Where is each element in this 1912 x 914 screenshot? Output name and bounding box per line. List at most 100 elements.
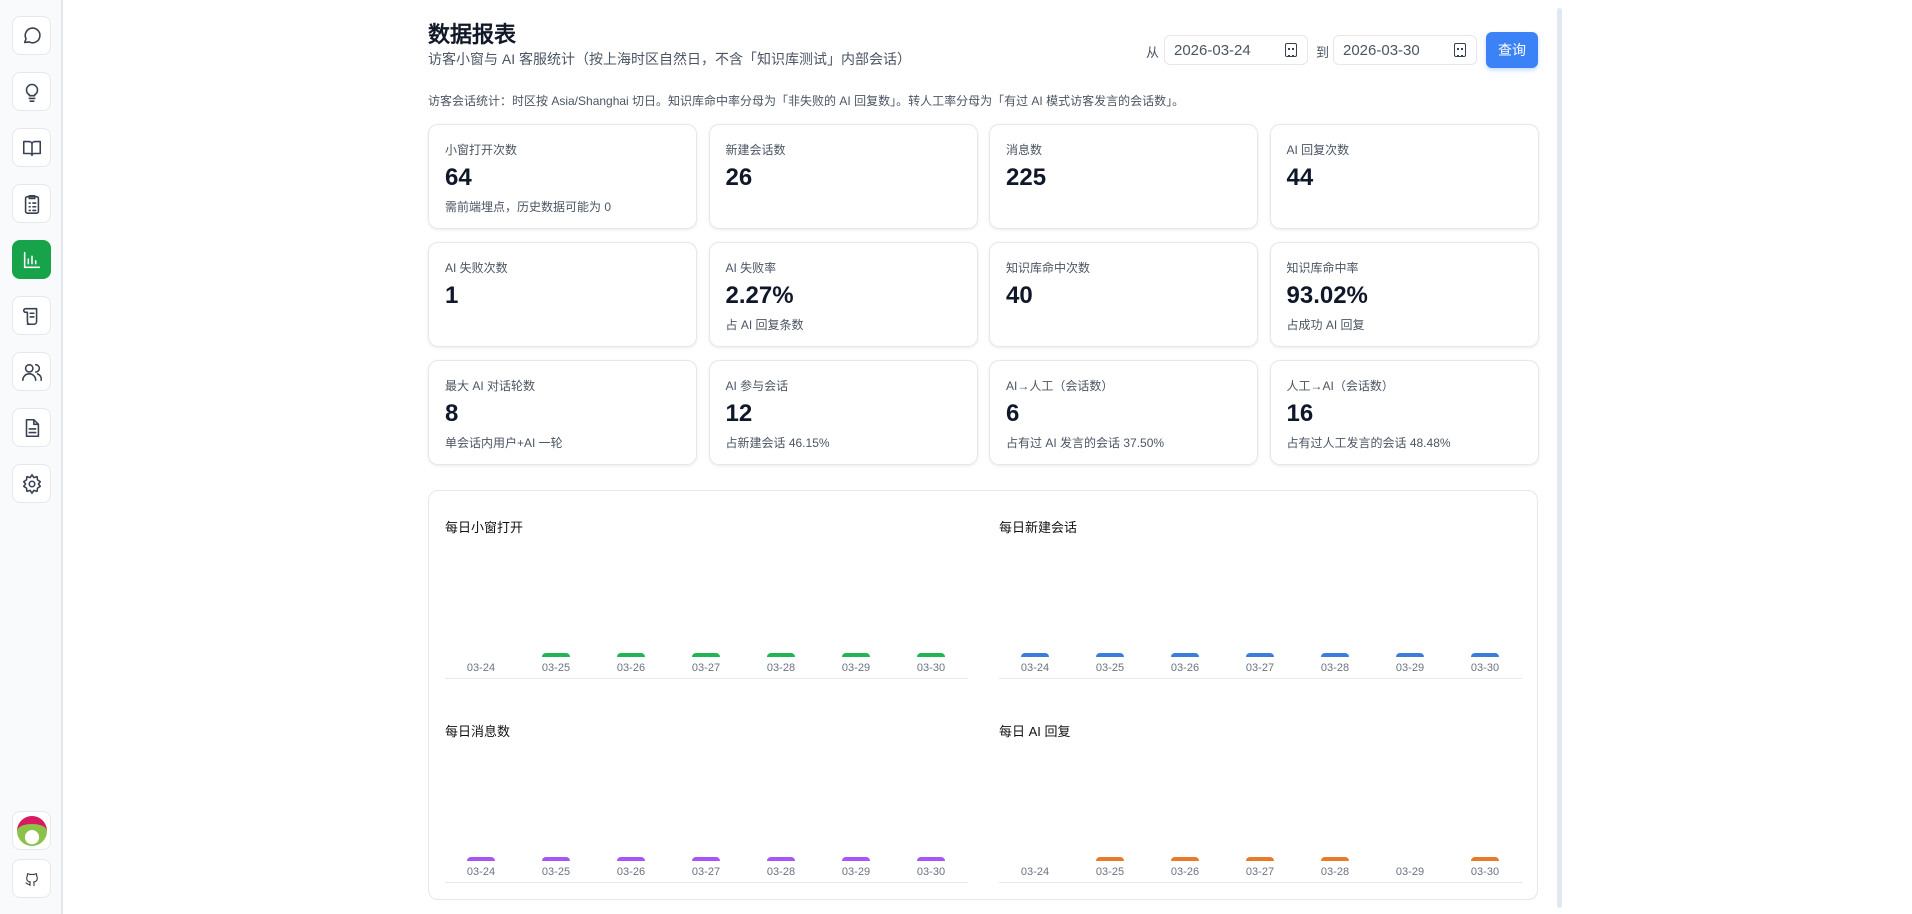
x-tick-label: 03-29 bbox=[1395, 662, 1425, 674]
sidebar-item-chat[interactable] bbox=[12, 16, 51, 55]
chart-bar[interactable] bbox=[917, 653, 945, 657]
query-button[interactable]: 查询 bbox=[1486, 32, 1538, 68]
stat-subtext: 占有过 AI 发言的会话 37.50% bbox=[1006, 436, 1165, 450]
stat-value: 2.27% bbox=[725, 282, 794, 309]
stat-label: AI→人工（会话数） bbox=[1006, 379, 1114, 393]
chart-bar[interactable] bbox=[1396, 653, 1424, 657]
stat-card: AI 参与会话 12 占新建会话 46.15% bbox=[708, 360, 978, 465]
stat-label: 消息数 bbox=[1006, 143, 1043, 157]
stat-value: 12 bbox=[725, 400, 753, 427]
chart-bar[interactable] bbox=[767, 653, 795, 657]
stat-value: 40 bbox=[1006, 282, 1033, 309]
x-tick-label: 03-30 bbox=[1470, 662, 1500, 674]
stat-label: 新建会话数 bbox=[725, 143, 786, 157]
stat-subtext: 占成功 AI 回复 bbox=[1286, 318, 1365, 332]
chart-bar[interactable] bbox=[1096, 857, 1124, 861]
book-open-icon bbox=[22, 140, 41, 156]
chart-bar[interactable] bbox=[917, 857, 945, 861]
stat-card: AI 失败次数 1 bbox=[428, 242, 697, 347]
scrollbar[interactable] bbox=[1557, 8, 1562, 908]
stat-label: 知识库命中次数 bbox=[1006, 261, 1091, 275]
chart-bar[interactable] bbox=[1321, 653, 1349, 657]
stat-label: 知识库命中率 bbox=[1286, 261, 1359, 275]
stat-value: 26 bbox=[725, 164, 753, 191]
sidebar bbox=[0, 0, 63, 914]
chart-bar[interactable] bbox=[617, 653, 645, 657]
from-date-input[interactable]: 2026-03-24 bbox=[1164, 35, 1308, 65]
stat-card: 新建会话数 26 bbox=[708, 124, 978, 229]
github-icon bbox=[24, 872, 38, 886]
sidebar-item-logs[interactable] bbox=[12, 296, 51, 335]
github-button[interactable] bbox=[12, 859, 51, 898]
stat-card: 知识库命中次数 40 bbox=[989, 242, 1258, 347]
x-tick-label: 03-30 bbox=[1470, 866, 1500, 878]
calendar-icon[interactable] bbox=[1454, 43, 1466, 57]
chart-bar[interactable] bbox=[1471, 857, 1499, 861]
bar-chart-icon bbox=[23, 251, 40, 268]
chart-bar[interactable] bbox=[542, 653, 570, 657]
user-avatar[interactable] bbox=[12, 811, 51, 850]
sidebar-item-knowledge[interactable] bbox=[12, 128, 51, 167]
x-axis bbox=[445, 678, 968, 679]
x-tick-label: 03-26 bbox=[1170, 662, 1200, 674]
x-tick-label: 03-29 bbox=[1395, 866, 1425, 878]
page-subtitle: 访客小窗与 AI 客服统计（按上海时区自然日，不含「知识库测试」内部会话） bbox=[428, 51, 912, 67]
chart-bar[interactable] bbox=[767, 857, 795, 861]
chart-bar[interactable] bbox=[1171, 857, 1199, 861]
chart-bar[interactable] bbox=[842, 857, 870, 861]
chart-bar[interactable] bbox=[1246, 857, 1274, 861]
chart-bar[interactable] bbox=[467, 857, 495, 861]
stat-value: 225 bbox=[1006, 164, 1047, 191]
chart-bar[interactable] bbox=[692, 857, 720, 861]
sidebar-item-reports[interactable] bbox=[12, 240, 51, 279]
stat-subtext: 占有过人工发言的会话 48.48% bbox=[1286, 436, 1451, 450]
sidebar-item-settings[interactable] bbox=[12, 464, 51, 503]
x-tick-label: 03-30 bbox=[916, 866, 946, 878]
stat-label: AI 回复次数 bbox=[1286, 143, 1350, 157]
chart-bar[interactable] bbox=[1246, 653, 1274, 657]
chart-title: 每日 AI 回复 bbox=[999, 724, 1071, 739]
stat-label: AI 参与会话 bbox=[725, 379, 789, 393]
x-tick-label: 03-28 bbox=[766, 662, 796, 674]
to-date-input[interactable]: 2026-03-30 bbox=[1333, 35, 1477, 65]
x-tick-label: 03-25 bbox=[541, 866, 571, 878]
x-tick-label: 03-24 bbox=[1020, 662, 1050, 674]
stat-card: 人工→AI（会话数） 16 占有过人工发言的会话 48.48% bbox=[1269, 360, 1539, 465]
x-tick-label: 03-27 bbox=[1245, 662, 1275, 674]
to-label: 到 bbox=[1316, 45, 1330, 60]
users-icon bbox=[21, 363, 42, 381]
x-tick-label: 03-30 bbox=[916, 662, 946, 674]
stat-label: 最大 AI 对话轮数 bbox=[445, 379, 536, 393]
calendar-icon[interactable] bbox=[1285, 43, 1297, 57]
lightbulb-icon bbox=[25, 83, 38, 102]
x-tick-label: 03-24 bbox=[466, 662, 496, 674]
chart-bar[interactable] bbox=[1021, 653, 1049, 657]
scroll-icon bbox=[22, 307, 37, 325]
document-icon bbox=[25, 418, 39, 437]
chart-bar[interactable] bbox=[1471, 653, 1499, 657]
sidebar-item-tasks[interactable] bbox=[12, 184, 51, 223]
chart-bar[interactable] bbox=[617, 857, 645, 861]
x-axis bbox=[999, 678, 1522, 679]
stat-label: 人工→AI（会话数） bbox=[1286, 379, 1394, 393]
stat-value: 44 bbox=[1286, 164, 1314, 191]
chart-bar[interactable] bbox=[542, 857, 570, 861]
sidebar-item-users[interactable] bbox=[12, 352, 51, 391]
chart-bar[interactable] bbox=[1171, 653, 1199, 657]
sidebar-item-documents[interactable] bbox=[12, 408, 51, 447]
chart-bar[interactable] bbox=[1321, 857, 1349, 861]
stat-card: 最大 AI 对话轮数 8 单会话内用户+AI 一轮 bbox=[428, 360, 697, 465]
avatar bbox=[16, 815, 47, 846]
chart-bar[interactable] bbox=[692, 653, 720, 657]
stat-value: 64 bbox=[445, 164, 472, 191]
chart-bar[interactable] bbox=[1096, 653, 1124, 657]
stats-note: 访客会话统计：时区按 Asia/Shanghai 切日。知识库命中率分母为「非失… bbox=[428, 94, 1185, 108]
sidebar-item-ideas[interactable] bbox=[12, 72, 51, 111]
stat-card: AI 失败率 2.27% 占 AI 回复条数 bbox=[708, 242, 978, 347]
chart-bar[interactable] bbox=[842, 653, 870, 657]
x-tick-label: 03-28 bbox=[766, 866, 796, 878]
gear-icon bbox=[22, 473, 41, 494]
chat-bubble-icon bbox=[23, 26, 41, 43]
stat-value: 8 bbox=[445, 400, 459, 427]
x-tick-label: 03-24 bbox=[1020, 866, 1050, 878]
